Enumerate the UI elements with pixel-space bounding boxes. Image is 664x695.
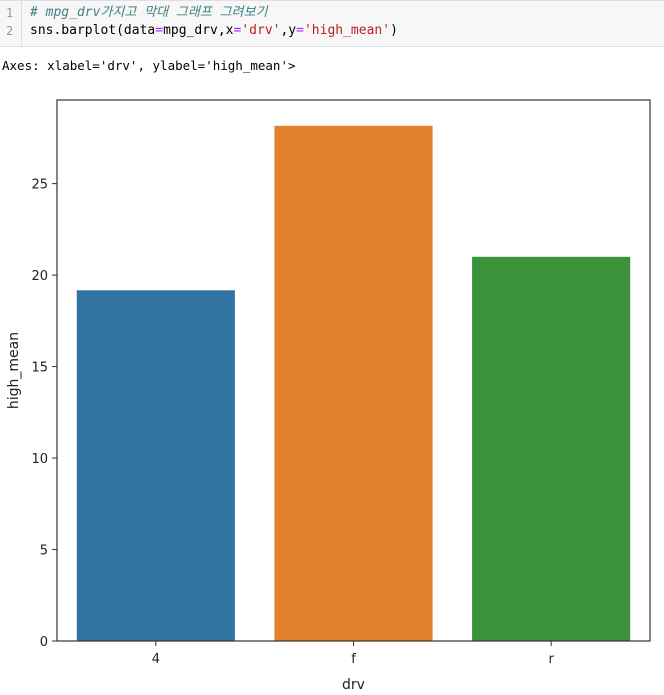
code-operator: = — [155, 23, 164, 38]
x-axis-label: drv — [342, 677, 365, 693]
line-number: 1 — [6, 6, 14, 20]
x-tick-label: f — [351, 652, 356, 667]
x-tick-label: r — [548, 652, 554, 667]
code-comment[interactable]: # mpg_drv가지고 막대 그래프 그려보기 — [30, 5, 268, 20]
code-line[interactable]: sns.barplot(data=mpg_drv,x='drv',y='high… — [30, 22, 398, 40]
code-token: sns.barplot(data — [30, 23, 156, 38]
bar-r — [472, 256, 631, 641]
code-cell[interactable]: 1 2 # mpg_drv가지고 막대 그래프 그려보기 sns.barplot… — [0, 0, 664, 47]
y-tick-label: 0 — [40, 635, 48, 650]
y-tick-label: 15 — [31, 361, 48, 376]
y-tick-label: 5 — [40, 544, 48, 559]
bars-group — [76, 125, 631, 641]
bar-chart: 0 5 10 15 20 25 4 f r drv high_mean — [6, 99, 651, 693]
bar-f — [274, 125, 433, 641]
y-axis-label: high_mean — [6, 332, 22, 409]
code-string: 'drv' — [241, 23, 281, 38]
plot-frame — [56, 99, 651, 642]
code-string: 'high_mean' — [303, 23, 391, 38]
y-tick-label: 10 — [31, 452, 48, 467]
y-tick-label: 25 — [31, 178, 48, 193]
code-operator: = — [233, 23, 242, 38]
code-token: ,y — [280, 23, 297, 38]
x-ticks-group: 4 f r — [152, 641, 554, 667]
code-operator: = — [296, 23, 304, 38]
code-token: mpg_drv,x — [163, 23, 234, 38]
line-number: 2 — [6, 24, 14, 38]
code-token: ) — [390, 23, 398, 38]
line-number-gutter: 1 2 — [0, 1, 22, 46]
y-ticks-group: 0 5 10 15 20 25 — [31, 178, 57, 650]
y-tick-label: 20 — [31, 269, 48, 284]
x-tick-label: 4 — [152, 652, 160, 667]
bar-4 — [76, 290, 235, 641]
cell-output-text: Axes: xlabel='drv', ylabel='high_mean'> — [2, 58, 296, 73]
